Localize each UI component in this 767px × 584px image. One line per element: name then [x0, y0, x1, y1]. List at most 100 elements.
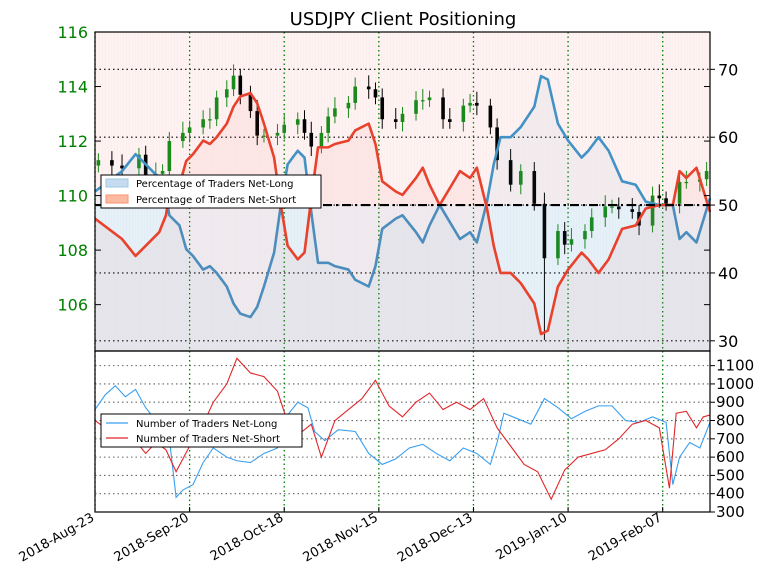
candle-body [96, 160, 101, 166]
candle-body [120, 165, 124, 169]
candle-body [569, 239, 574, 245]
net-long-count-line [94, 384, 711, 499]
price-tick-label: 106 [57, 296, 88, 315]
pct-tick-label: 40 [718, 264, 738, 283]
candle-body [583, 231, 587, 240]
candle-body [319, 132, 324, 147]
candle-body [475, 102, 479, 106]
candle-body [160, 171, 165, 174]
candle-body [275, 132, 280, 136]
candle-body [414, 100, 418, 114]
price-tick-label: 108 [57, 241, 88, 260]
candle-body [333, 108, 337, 117]
candle-body [488, 105, 493, 128]
net-long-zone [95, 205, 710, 351]
candle-body [309, 132, 314, 147]
candle-body [208, 119, 212, 121]
price-tick-label: 110 [57, 187, 88, 206]
count-tick-label: 400 [716, 485, 745, 503]
candle-body [616, 206, 621, 210]
candle-body [346, 102, 351, 109]
candle-body [282, 124, 287, 133]
candle-body [556, 231, 560, 259]
legend-top-box [100, 174, 322, 209]
candle-body [214, 97, 219, 120]
price-tick-label: 112 [57, 132, 88, 151]
candle-body [380, 97, 385, 120]
candle-body [468, 102, 472, 106]
candle-body [508, 160, 513, 185]
candle-body [255, 111, 259, 136]
candle-body [393, 119, 398, 122]
legend-net-long-swatch [105, 178, 129, 188]
candle-body [110, 160, 114, 166]
net-short-percentage-line [94, 91, 712, 336]
candle-body [677, 181, 682, 204]
count-tick-label: 700 [716, 430, 745, 448]
candle-body [353, 86, 357, 103]
legend-count-short-label: Number of Traders Net-Short [136, 434, 280, 445]
count-tick-label: 600 [716, 448, 745, 466]
candle-body [326, 116, 330, 133]
candle-body [427, 97, 432, 101]
candle-body [603, 206, 608, 218]
candle-body [238, 75, 243, 95]
pct-tick-label: 30 [718, 332, 738, 351]
candle-body [704, 171, 709, 180]
candle-body [461, 105, 466, 122]
count-tick-label: 1100 [716, 357, 754, 375]
count-tick-label: 1000 [716, 375, 754, 393]
candle-body [542, 203, 547, 259]
candle-body [231, 75, 236, 90]
pct-tick-label: 50 [718, 196, 738, 215]
chart-title: USDJPY Client Positioning [290, 9, 517, 30]
candle-body [137, 154, 141, 169]
count-tick-label: 300 [716, 503, 745, 521]
legend-net-short-label: Percentage of Traders Net-Short [136, 195, 296, 206]
candle-body [248, 94, 253, 112]
legend-bottom-box [100, 413, 303, 448]
candle-body [664, 198, 668, 204]
net-short-count-line [94, 357, 711, 501]
candle-body [373, 89, 378, 98]
candle-body [630, 209, 635, 212]
candle-body [143, 154, 148, 182]
candle-body [657, 195, 662, 199]
net-long-percentage-line [94, 74, 712, 319]
net-short-percentage-area [95, 93, 710, 351]
legend-top: Percentage of Traders Net-Long Percentage… [100, 174, 322, 209]
candle-body [684, 181, 689, 184]
bottom-panel-frame [94, 350, 711, 513]
candle-body [167, 141, 172, 172]
candle-body [302, 119, 307, 133]
candle-body [518, 171, 523, 185]
legend-count-long-label: Number of Traders Net-Long [136, 419, 277, 430]
count-tick-label: 800 [716, 412, 745, 430]
candle-body [589, 217, 594, 232]
candle-body [562, 231, 567, 245]
candle-body [441, 97, 445, 120]
candle-body [181, 132, 185, 142]
candle-body [366, 86, 371, 90]
legend-net-long-label: Percentage of Traders Net-Long [136, 179, 294, 190]
candle-body [610, 206, 614, 208]
candle-body [224, 89, 229, 98]
count-tick-label: 900 [716, 393, 745, 411]
price-tick-label: 116 [57, 23, 88, 42]
candle-body [295, 119, 300, 125]
candle-body [495, 127, 499, 161]
candle-body [420, 100, 425, 102]
net-long-percentage-area [95, 76, 710, 352]
candle-body [650, 195, 655, 226]
pct-tick-label: 70 [718, 60, 738, 79]
candle-body [532, 171, 537, 204]
candle-body [187, 127, 192, 133]
count-tick-label: 500 [716, 466, 745, 484]
candle-body [400, 113, 405, 122]
candle-body [448, 119, 452, 122]
legend-bottom: Number of Traders Net-Long Number of Trad… [100, 413, 303, 448]
candle-body [262, 135, 266, 137]
pct-tick-label: 60 [718, 128, 738, 147]
